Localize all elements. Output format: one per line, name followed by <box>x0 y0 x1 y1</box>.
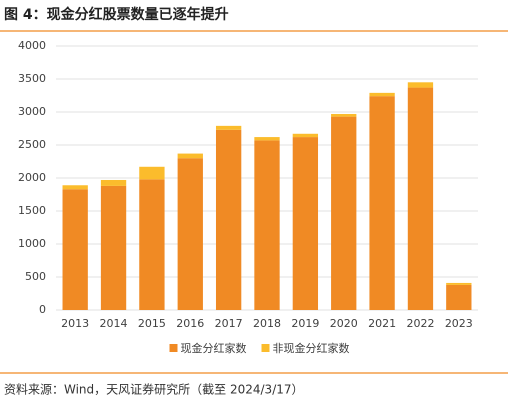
y-tick-label: 1000 <box>18 237 46 250</box>
bar-segment <box>139 166 165 180</box>
y-tick-label: 500 <box>25 270 46 283</box>
bar-segment <box>177 158 203 310</box>
x-tick-label: 2017 <box>215 317 243 330</box>
source: 资料来源：Wind，天风证券研究所（截至 2024/3/17） <box>4 382 304 397</box>
x-tick-label: 2016 <box>176 317 204 330</box>
x-tick-label: 2018 <box>253 317 281 330</box>
y-tick-label: 3500 <box>18 72 46 85</box>
bar-segment <box>254 140 280 310</box>
bar-segment <box>331 116 357 311</box>
x-tick-label: 2015 <box>138 317 166 330</box>
x-tick-label: 2014 <box>100 317 128 330</box>
bar-segment <box>292 133 319 138</box>
bar-segment <box>177 153 203 159</box>
chart-title: 图 4：现金分红股票数量已逐年提升 <box>4 6 229 23</box>
bar-segment <box>446 282 472 285</box>
y-tick-label: 3000 <box>18 105 46 118</box>
bar-segment <box>215 129 242 310</box>
legend-label: 现金分红家数 <box>181 341 247 355</box>
bar-segment <box>100 185 127 310</box>
bar-segment <box>62 185 88 190</box>
bar-segment <box>369 96 395 310</box>
bar-segment <box>369 92 395 97</box>
bar-segment <box>139 179 165 310</box>
bar-segment <box>215 125 242 130</box>
bar-segment <box>407 82 434 88</box>
bar-segment <box>407 87 434 310</box>
y-tick-label: 4000 <box>18 39 46 52</box>
y-tick-label: 2500 <box>18 138 46 151</box>
x-tick-label: 2019 <box>291 317 319 330</box>
x-tick-label: 2013 <box>61 317 89 330</box>
bar-segment <box>446 284 472 310</box>
legend-swatch <box>261 344 270 352</box>
legend-swatch <box>169 344 178 352</box>
x-tick-label: 2020 <box>330 317 358 330</box>
x-tick-label: 2021 <box>368 317 396 330</box>
x-tick-label: 2023 <box>445 317 473 330</box>
bar-segment <box>292 137 319 310</box>
y-tick-label: 1500 <box>18 204 46 217</box>
y-tick-label: 2000 <box>18 171 46 184</box>
bar-segment <box>62 189 88 310</box>
legend-label: 非现金分红家数 <box>273 341 350 355</box>
bar-segment <box>331 113 357 117</box>
y-tick-label: 0 <box>39 303 46 316</box>
bar-segment <box>100 179 127 186</box>
x-tick-label: 2022 <box>406 317 434 330</box>
bar-segment <box>254 137 280 141</box>
